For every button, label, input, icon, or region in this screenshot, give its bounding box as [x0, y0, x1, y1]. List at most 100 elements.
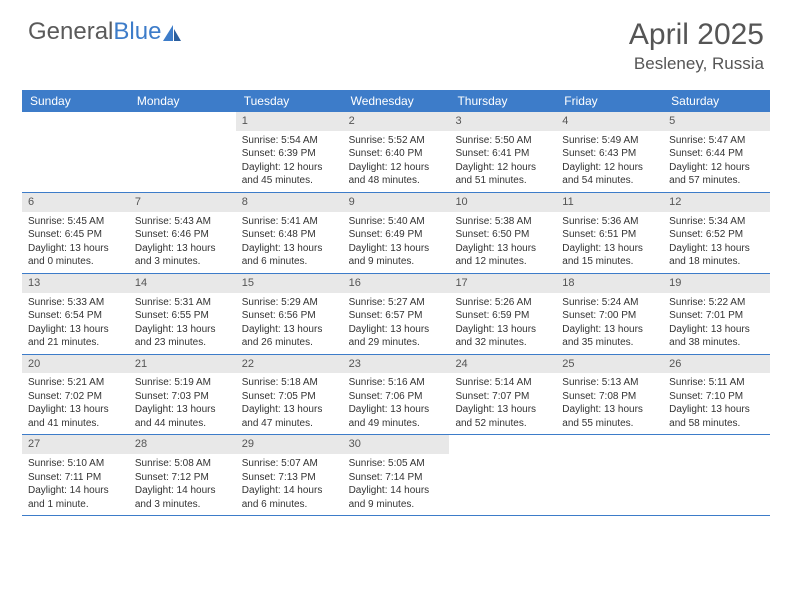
day-number: 9 — [343, 193, 450, 212]
daylight-line: Daylight: 13 hours and 0 minutes. — [26, 242, 125, 269]
sunrise-line: Sunrise: 5:11 AM — [667, 376, 766, 390]
sunrise-line: Sunrise: 5:07 AM — [240, 457, 339, 471]
sunset-line: Sunset: 7:07 PM — [453, 390, 552, 404]
day-cell: 15Sunrise: 5:29 AMSunset: 6:56 PMDayligh… — [236, 274, 343, 354]
week-row: 13Sunrise: 5:33 AMSunset: 6:54 PMDayligh… — [22, 274, 770, 355]
sunset-line: Sunset: 6:44 PM — [667, 147, 766, 161]
sunrise-line: Sunrise: 5:52 AM — [347, 134, 446, 148]
day-number: 27 — [22, 435, 129, 454]
day-cell: 6Sunrise: 5:45 AMSunset: 6:45 PMDaylight… — [22, 193, 129, 273]
sunrise-line: Sunrise: 5:49 AM — [560, 134, 659, 148]
day-cell — [129, 112, 236, 192]
sunset-line: Sunset: 7:05 PM — [240, 390, 339, 404]
sunset-line: Sunset: 6:55 PM — [133, 309, 232, 323]
daylight-line: Daylight: 12 hours and 45 minutes. — [240, 161, 339, 188]
day-number: 2 — [343, 112, 450, 131]
day-number: 23 — [343, 355, 450, 374]
sail-icon — [161, 23, 183, 43]
daylight-line: Daylight: 13 hours and 29 minutes. — [347, 323, 446, 350]
sunrise-line: Sunrise: 5:26 AM — [453, 296, 552, 310]
week-row: 1Sunrise: 5:54 AMSunset: 6:39 PMDaylight… — [22, 112, 770, 193]
day-cell: 14Sunrise: 5:31 AMSunset: 6:55 PMDayligh… — [129, 274, 236, 354]
daylight-line: Daylight: 13 hours and 47 minutes. — [240, 403, 339, 430]
sunrise-line: Sunrise: 5:27 AM — [347, 296, 446, 310]
day-number: 8 — [236, 193, 343, 212]
daylight-line: Daylight: 13 hours and 32 minutes. — [453, 323, 552, 350]
weeks-container: 1Sunrise: 5:54 AMSunset: 6:39 PMDaylight… — [22, 112, 770, 516]
header: GeneralBlue April 2025 Besleney, Russia — [0, 0, 792, 82]
sunset-line: Sunset: 7:03 PM — [133, 390, 232, 404]
sunset-line: Sunset: 7:06 PM — [347, 390, 446, 404]
sunset-line: Sunset: 6:40 PM — [347, 147, 446, 161]
sunset-line: Sunset: 6:45 PM — [26, 228, 125, 242]
day-cell: 27Sunrise: 5:10 AMSunset: 7:11 PMDayligh… — [22, 435, 129, 515]
sunrise-line: Sunrise: 5:18 AM — [240, 376, 339, 390]
sunset-line: Sunset: 7:12 PM — [133, 471, 232, 485]
daylight-line: Daylight: 13 hours and 23 minutes. — [133, 323, 232, 350]
day-cell: 9Sunrise: 5:40 AMSunset: 6:49 PMDaylight… — [343, 193, 450, 273]
sunrise-line: Sunrise: 5:29 AM — [240, 296, 339, 310]
sunset-line: Sunset: 6:57 PM — [347, 309, 446, 323]
sunset-line: Sunset: 6:56 PM — [240, 309, 339, 323]
day-cell: 11Sunrise: 5:36 AMSunset: 6:51 PMDayligh… — [556, 193, 663, 273]
daylight-line: Daylight: 12 hours and 48 minutes. — [347, 161, 446, 188]
day-cell: 7Sunrise: 5:43 AMSunset: 6:46 PMDaylight… — [129, 193, 236, 273]
sunset-line: Sunset: 6:39 PM — [240, 147, 339, 161]
daylight-line: Daylight: 13 hours and 15 minutes. — [560, 242, 659, 269]
daylight-line: Daylight: 13 hours and 9 minutes. — [347, 242, 446, 269]
sunrise-line: Sunrise: 5:54 AM — [240, 134, 339, 148]
day-number: 18 — [556, 274, 663, 293]
sunrise-line: Sunrise: 5:45 AM — [26, 215, 125, 229]
logo-part2: Blue — [113, 18, 161, 45]
daylight-line: Daylight: 13 hours and 55 minutes. — [560, 403, 659, 430]
sunset-line: Sunset: 7:01 PM — [667, 309, 766, 323]
month-title: April 2025 — [629, 18, 764, 52]
daylight-line: Daylight: 12 hours and 57 minutes. — [667, 161, 766, 188]
logo-text: GeneralBlue — [28, 18, 161, 46]
day-cell: 12Sunrise: 5:34 AMSunset: 6:52 PMDayligh… — [663, 193, 770, 273]
sunset-line: Sunset: 7:14 PM — [347, 471, 446, 485]
sunrise-line: Sunrise: 5:19 AM — [133, 376, 232, 390]
day-cell: 3Sunrise: 5:50 AMSunset: 6:41 PMDaylight… — [449, 112, 556, 192]
calendar: Sunday Monday Tuesday Wednesday Thursday… — [0, 82, 792, 516]
sunrise-line: Sunrise: 5:47 AM — [667, 134, 766, 148]
daylight-line: Daylight: 14 hours and 3 minutes. — [133, 484, 232, 511]
logo: GeneralBlue — [28, 18, 183, 46]
dayheader-sat: Saturday — [663, 90, 770, 112]
day-cell: 22Sunrise: 5:18 AMSunset: 7:05 PMDayligh… — [236, 355, 343, 435]
daylight-line: Daylight: 14 hours and 1 minute. — [26, 484, 125, 511]
sunrise-line: Sunrise: 5:33 AM — [26, 296, 125, 310]
day-number: 26 — [663, 355, 770, 374]
day-cell: 24Sunrise: 5:14 AMSunset: 7:07 PMDayligh… — [449, 355, 556, 435]
day-cell: 23Sunrise: 5:16 AMSunset: 7:06 PMDayligh… — [343, 355, 450, 435]
day-cell — [663, 435, 770, 515]
sunset-line: Sunset: 6:43 PM — [560, 147, 659, 161]
day-number: 10 — [449, 193, 556, 212]
day-cell — [22, 112, 129, 192]
day-cell: 1 Sunrise: 5:54 AMSunset: 6:39 PMDaylight… — [236, 112, 343, 192]
dayheader-sun: Sunday — [22, 90, 129, 112]
day-cell: 16Sunrise: 5:27 AMSunset: 6:57 PMDayligh… — [343, 274, 450, 354]
day-cell: 19Sunrise: 5:22 AMSunset: 7:01 PMDayligh… — [663, 274, 770, 354]
day-number: 7 — [129, 193, 236, 212]
daylight-line: Daylight: 14 hours and 6 minutes. — [240, 484, 339, 511]
dayheader-row: Sunday Monday Tuesday Wednesday Thursday… — [22, 90, 770, 112]
day-number: 30 — [343, 435, 450, 454]
daylight-line: Daylight: 12 hours and 54 minutes. — [560, 161, 659, 188]
daylight-line: Daylight: 13 hours and 52 minutes. — [453, 403, 552, 430]
day-number: 13 — [22, 274, 129, 293]
dayheader-fri: Friday — [556, 90, 663, 112]
sunset-line: Sunset: 6:41 PM — [453, 147, 552, 161]
day-cell: 18Sunrise: 5:24 AMSunset: 7:00 PMDayligh… — [556, 274, 663, 354]
daylight-line: Daylight: 13 hours and 35 minutes. — [560, 323, 659, 350]
sunset-line: Sunset: 7:11 PM — [26, 471, 125, 485]
daylight-line: Daylight: 13 hours and 49 minutes. — [347, 403, 446, 430]
day-number: 1 — [236, 112, 343, 131]
sunset-line: Sunset: 6:51 PM — [560, 228, 659, 242]
logo-part1: General — [28, 18, 113, 45]
day-cell: 21Sunrise: 5:19 AMSunset: 7:03 PMDayligh… — [129, 355, 236, 435]
day-number: 11 — [556, 193, 663, 212]
day-cell: 29Sunrise: 5:07 AMSunset: 7:13 PMDayligh… — [236, 435, 343, 515]
day-number: 29 — [236, 435, 343, 454]
day-cell: 28Sunrise: 5:08 AMSunset: 7:12 PMDayligh… — [129, 435, 236, 515]
